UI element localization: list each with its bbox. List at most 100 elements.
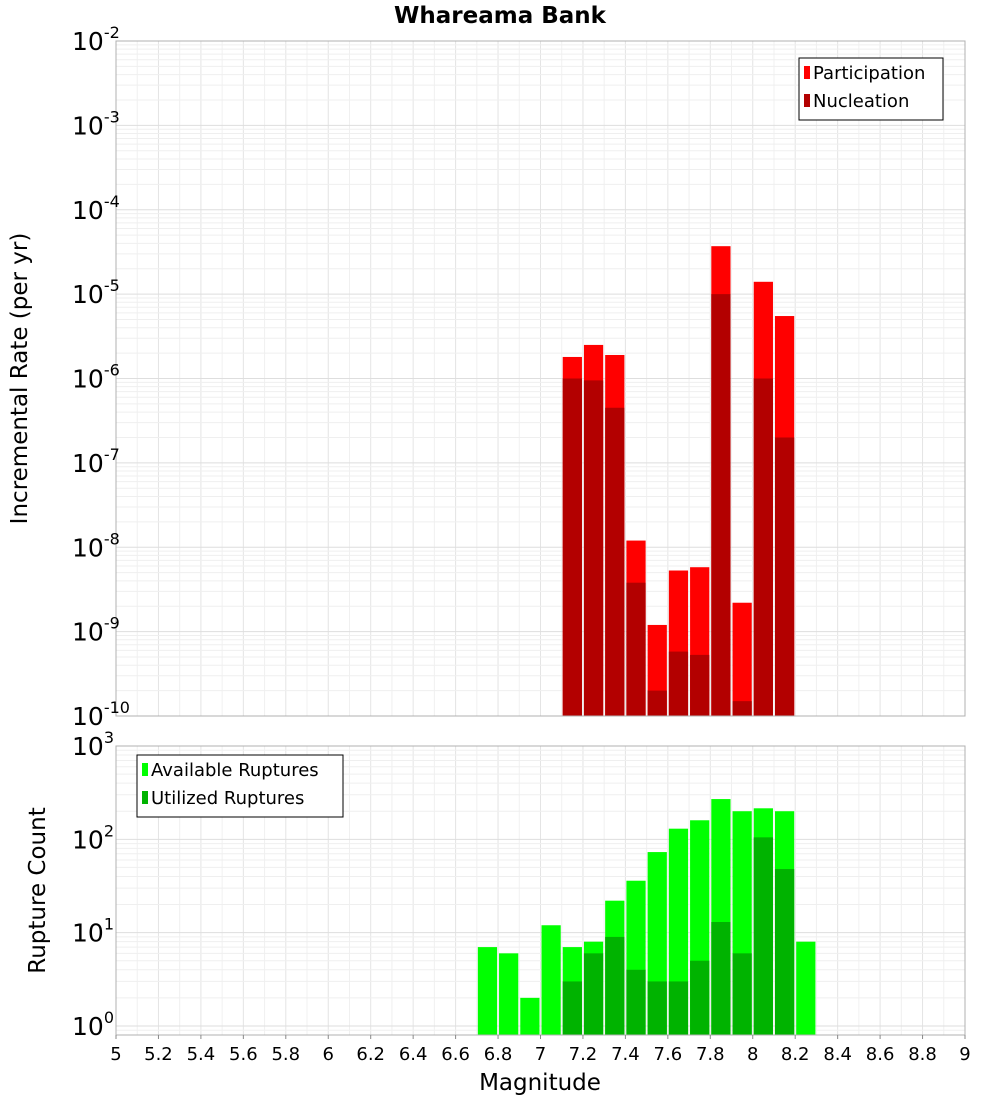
legend-item: Participation: [813, 63, 925, 84]
y-tick-base: 10: [72, 280, 104, 309]
bar: [711, 294, 731, 716]
y-tick-label: 10-2: [72, 23, 120, 56]
legend-1: Available Ruptures Utilized Ruptures: [136, 754, 344, 818]
y-tick-label: 10-9: [72, 614, 120, 647]
legend-item: Available Ruptures: [151, 760, 319, 781]
x-tick-label: 6.4: [399, 1044, 428, 1065]
y-tick-label: 10-6: [72, 361, 120, 394]
y-tick-exponent: 0: [104, 1008, 114, 1027]
y-tick-base: 10: [72, 196, 104, 225]
y-tick-exponent: 3: [104, 728, 114, 747]
x-tick-label: 7: [535, 1044, 546, 1065]
legend-swatch: [804, 66, 810, 79]
bar: [711, 922, 731, 1035]
y-tick-base: 10: [72, 919, 104, 948]
bar: [668, 981, 689, 1035]
bar: [732, 701, 752, 716]
y-tick-label: 10-8: [72, 529, 120, 562]
bar: [605, 936, 625, 1035]
x-tick-label: 5.6: [229, 1044, 258, 1065]
bar: [690, 960, 710, 1035]
legend-0: Participation Nucleation: [798, 57, 944, 121]
x-tick-label: 5.8: [271, 1044, 300, 1065]
y-axis-label: Rupture Count: [25, 807, 51, 973]
legend-swatch: [142, 763, 148, 776]
y-tick-base: 10: [72, 1012, 104, 1041]
legend-swatch: [142, 791, 148, 804]
x-tick-label: 6: [323, 1044, 334, 1065]
grid-1: [115, 745, 966, 1036]
x-tick-label: 6.6: [441, 1044, 470, 1065]
y-tick-exponent: -9: [104, 614, 120, 633]
bar: [774, 869, 795, 1035]
y-tick-exponent: 2: [104, 821, 114, 840]
bar: [562, 981, 582, 1035]
y-tick-exponent: -8: [104, 529, 120, 548]
x-tick-label: 7.2: [569, 1044, 598, 1065]
bar: [562, 378, 582, 716]
x-tick-label: 7.6: [654, 1044, 683, 1065]
y-tick-exponent: -3: [104, 107, 120, 126]
y-tick-base: 10: [72, 365, 104, 394]
bar: [753, 378, 773, 716]
x-tick-label: 8: [747, 1044, 758, 1065]
x-tick-label: 5.2: [144, 1044, 173, 1065]
y-tick-label: 10-7: [72, 445, 120, 478]
bar: [732, 602, 752, 716]
series-nucleation: [562, 294, 795, 716]
y-tick-label: 10-5: [72, 276, 120, 309]
x-axis-label: Magnitude: [479, 1070, 601, 1096]
y-tick-exponent: -10: [104, 698, 130, 717]
panel-0: 10-1010-910-810-710-610-510-410-310-2Inc…: [7, 23, 966, 731]
y-tick-exponent: -5: [104, 276, 120, 295]
x-tick-label: 8.6: [866, 1044, 895, 1065]
bar: [647, 690, 667, 716]
legend-swatch: [804, 94, 810, 107]
legend-item: Nucleation: [813, 91, 909, 112]
x-tick-label: 5.4: [187, 1044, 216, 1065]
bar: [753, 837, 773, 1035]
bar: [541, 925, 561, 1035]
y-tick-label: 10-10: [72, 698, 130, 731]
y-tick-base: 10: [72, 533, 104, 562]
bar: [583, 380, 604, 716]
bar: [499, 953, 519, 1035]
legend-box: [798, 57, 944, 121]
bar: [732, 953, 752, 1035]
y-tick-base: 10: [72, 702, 104, 731]
x-tick-label: 8.2: [781, 1044, 810, 1065]
y-tick-exponent: -7: [104, 445, 120, 464]
y-tick-exponent: -6: [104, 361, 120, 380]
x-tick-label: 7.4: [611, 1044, 640, 1065]
y-tick-base: 10: [72, 618, 104, 647]
x-tick-label: 9: [959, 1044, 970, 1065]
y-tick-label: 100: [72, 1008, 114, 1041]
y-tick-label: 10-3: [72, 107, 120, 140]
y-tick-base: 10: [72, 449, 104, 478]
y-tick-base: 10: [72, 111, 104, 140]
plot-frame-0: [115, 40, 966, 717]
series-utilized-ruptures: [562, 837, 795, 1035]
x-ticks: 5 5.2 5.4 5.6 5.8 6 6.2 6.4 6.6 6.8 7 7.2 7.4 7.6 7.8 8…: [110, 1035, 971, 1065]
y-tick-label: 102: [72, 821, 114, 854]
legend-item: Utilized Ruptures: [151, 788, 304, 809]
y-tick-label: 101: [72, 915, 114, 948]
bar: [605, 407, 625, 716]
bar: [626, 582, 646, 716]
legend-box: [136, 754, 344, 818]
y-tick-label: 103: [72, 728, 114, 761]
bar: [774, 437, 795, 716]
bar: [583, 953, 604, 1035]
y-tick-base: 10: [72, 732, 104, 761]
bar: [690, 654, 710, 716]
y-tick-base: 10: [72, 825, 104, 854]
bar: [796, 941, 816, 1035]
chart-title: Whareama Bank: [394, 3, 607, 29]
y-tick-base: 10: [72, 27, 104, 56]
y-tick-exponent: -4: [104, 192, 120, 211]
y-axis-label: Incremental Rate (per yr): [7, 233, 33, 525]
x-tick-label: 8.8: [908, 1044, 937, 1065]
